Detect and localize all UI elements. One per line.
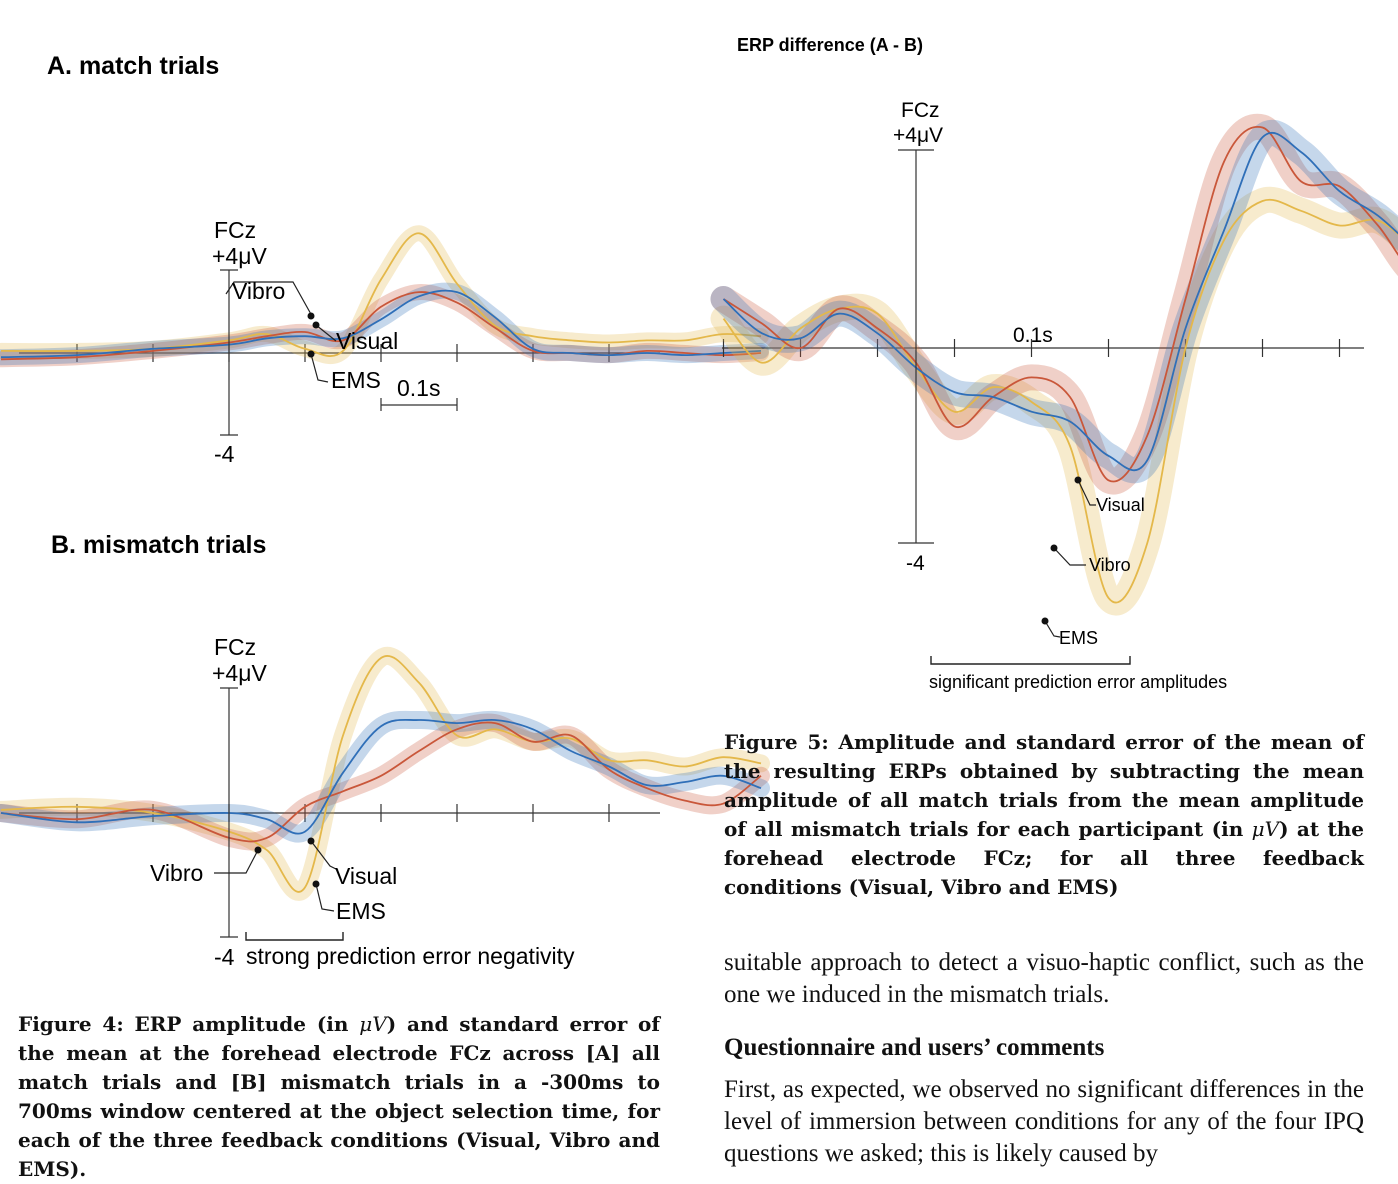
panel-b-plot (1, 656, 761, 892)
vibro-label-a: Vibro (232, 278, 285, 304)
ems-marker-c (1042, 618, 1049, 625)
panel-b-title: B. mismatch trials (51, 531, 266, 559)
bracket-b (246, 932, 343, 940)
visual-label-a: Visual (336, 328, 398, 354)
figure-5-caption: Figure 5: Amplitude and standard error o… (724, 728, 1364, 902)
bracket-label-c: significant prediction error amplitudes (929, 672, 1227, 692)
visual-label-b: Visual (335, 863, 397, 889)
panel-a-match-trials: A. match trials FCz +4μV -4 Vibro Visual… (1, 52, 761, 467)
bracket-c (931, 656, 1130, 664)
bracket-label-b: strong prediction error negativity (246, 943, 575, 969)
ems-label-c: EMS (1059, 628, 1098, 648)
figure-4-caption-unit: μV (359, 1012, 386, 1036)
panel-b-mismatch-trials: B. mismatch trials FCz +4μV -4 Vibro Vis… (1, 531, 761, 970)
body-paragraph-top: suitable approach to detect a visuo-hapt… (724, 947, 1364, 1011)
body-paragraph-bottom: First, as expected, we observed no signi… (724, 1074, 1364, 1170)
vibro-marker-b (255, 847, 262, 854)
panel-c-tick-label: 0.1s (1013, 324, 1053, 347)
panel-a-title: A. match trials (47, 52, 219, 80)
ems-marker-a (308, 351, 315, 358)
panel-c-plot (722, 127, 1398, 603)
panel-a-y-top: +4μV (212, 243, 267, 269)
visual-marker-a (313, 322, 320, 329)
ems-label-b: EMS (336, 898, 386, 924)
figure-4-caption-post: ) and standard error of the mean at the … (18, 1012, 660, 1181)
vibro-marker-c (1051, 545, 1058, 552)
figure-4-caption-pre: Figure 4: ERP amplitude (in (18, 1012, 359, 1036)
visual-marker-b (308, 838, 315, 845)
panel-c-y-top: +4μV (893, 124, 943, 147)
panel-a-channel: FCz (214, 217, 256, 243)
panel-a-y-bottom: -4 (214, 441, 235, 467)
visual-label-c: Visual (1096, 495, 1145, 515)
vibro-label-c: Vibro (1089, 555, 1131, 575)
scale-bar-label-a: 0.1s (397, 375, 440, 401)
panel-erp-difference: ERP difference (A - B) FCz +4μV -4 0.1s … (722, 35, 1398, 692)
figure-4-caption: Figure 4: ERP amplitude (in μV) and stan… (18, 1010, 660, 1184)
panel-b-y-top: +4μV (212, 660, 267, 686)
ems-marker-b (313, 881, 320, 888)
vibro-label-b: Vibro (150, 860, 203, 886)
vibro-leader-b (214, 850, 258, 873)
panel-b-channel: FCz (214, 634, 256, 660)
visual-marker-c (1075, 477, 1082, 484)
vibro-marker-a (308, 313, 315, 320)
figure-5-caption-unit: μV (1252, 817, 1279, 841)
ems-leader-b (316, 884, 334, 911)
panel-b-y-bottom: -4 (214, 944, 235, 970)
panel-c-y-bottom: -4 (906, 552, 925, 575)
panel-c-title: ERP difference (A - B) (737, 35, 923, 55)
ems-label-a: EMS (331, 367, 381, 393)
panel-c-channel: FCz (901, 99, 940, 122)
section-heading: Questionnaire and users’ comments (724, 1034, 1104, 1062)
